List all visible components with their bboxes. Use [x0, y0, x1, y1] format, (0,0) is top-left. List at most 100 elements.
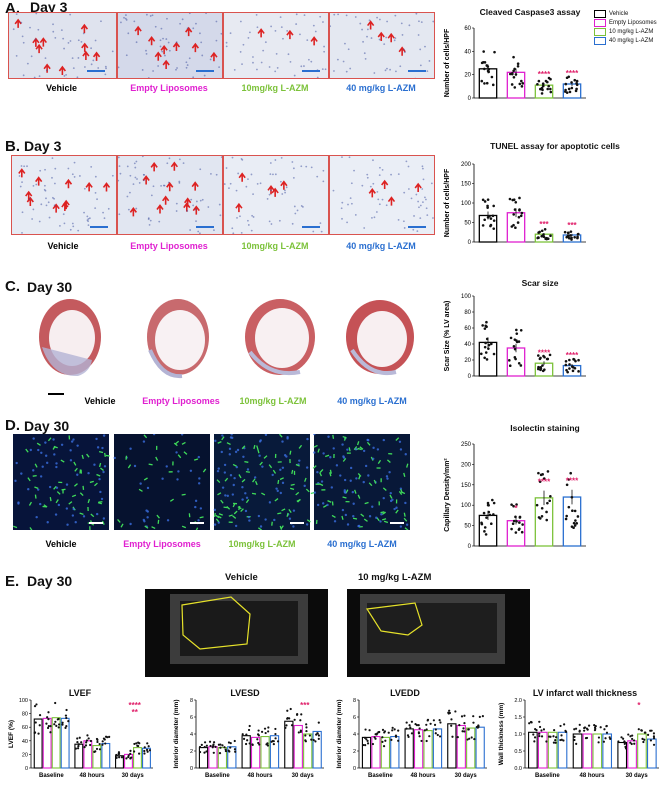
data-point	[246, 739, 249, 742]
x-tick-label: 30 days	[292, 773, 315, 779]
nucleus-dot	[376, 448, 380, 451]
nucleus-dot	[201, 198, 204, 201]
capillary-mark	[94, 482, 98, 487]
data-point	[57, 717, 60, 721]
y-tick-label: 2	[353, 749, 356, 755]
nucleus-dot	[20, 472, 23, 475]
nucleus-dot	[281, 466, 285, 469]
data-point	[229, 742, 232, 745]
data-point	[438, 735, 442, 738]
heart-40	[346, 300, 414, 375]
arrow-marker	[85, 182, 93, 192]
data-point	[54, 720, 57, 723]
capillary-mark	[220, 499, 224, 504]
capillary-mark	[60, 459, 65, 463]
data-point	[575, 742, 578, 745]
nucleus-dot	[417, 200, 420, 203]
data-point	[480, 352, 483, 356]
capillary-mark	[406, 463, 409, 468]
data-point	[77, 745, 80, 748]
capillary-mark	[329, 472, 332, 477]
capillary-mark	[97, 501, 103, 505]
nucleus-dot	[346, 523, 350, 526]
nucleus-dot	[133, 162, 136, 165]
y-tick-label: 40	[464, 49, 471, 55]
bar	[557, 731, 568, 769]
capillary-mark	[175, 440, 180, 445]
y-tick-label: 4	[190, 732, 193, 738]
data-point	[510, 527, 513, 531]
nucleus-dot	[207, 206, 210, 208]
data-point	[508, 364, 512, 368]
data-point	[562, 739, 565, 742]
nucleus-dot	[175, 210, 178, 212]
data-point	[631, 734, 634, 737]
nucleus-dot	[38, 75, 41, 77]
data-point	[649, 729, 652, 732]
nucleus-dot	[284, 189, 286, 192]
nucleus-dot	[256, 26, 259, 29]
data-point	[65, 716, 68, 720]
data-point	[564, 360, 568, 363]
nucleus-dot	[134, 176, 137, 179]
echo-label-vehicle: Vehicle	[225, 572, 258, 583]
bar	[361, 736, 372, 769]
nucleus-dot	[234, 524, 238, 528]
nucleus-dot	[407, 165, 410, 168]
y-tick-label: 8	[190, 698, 193, 704]
data-point	[540, 234, 544, 238]
scale-bar	[302, 226, 320, 228]
nucleus-dot	[51, 176, 53, 179]
nucleus-dot	[349, 466, 353, 470]
data-point	[604, 737, 607, 740]
panel-e-letter: E.	[5, 573, 20, 590]
capillary-mark	[87, 498, 91, 504]
nucleus-dot	[65, 507, 69, 510]
nucleus-dot	[132, 183, 135, 186]
data-point	[536, 236, 539, 240]
data-point	[492, 227, 496, 230]
data-point	[117, 752, 121, 755]
nucleus-dot	[179, 22, 182, 25]
scale-bar	[190, 522, 204, 524]
nucleus-dot	[389, 499, 393, 503]
nucleus-dot	[27, 487, 30, 491]
data-point	[125, 757, 128, 760]
data-point	[234, 750, 237, 753]
data-point	[143, 752, 146, 755]
data-point	[214, 745, 217, 748]
nucleus-dot	[73, 176, 76, 178]
nucleus-dot	[275, 52, 278, 55]
data-point	[637, 728, 640, 731]
nucleus-dot	[205, 13, 207, 15]
nucleus-dot	[167, 181, 170, 184]
nucleus-dot	[71, 57, 74, 59]
caption-b-40: 40 mg/kg L-AZM	[346, 241, 416, 251]
nucleus-dot	[149, 219, 152, 222]
capillary-mark	[224, 477, 229, 482]
data-point	[84, 744, 88, 747]
data-point	[573, 509, 577, 513]
data-point	[485, 320, 488, 324]
nucleus-dot	[235, 189, 238, 192]
nucleus-dot	[151, 14, 154, 17]
data-point	[515, 328, 518, 332]
data-point	[439, 721, 442, 724]
capillary-mark	[263, 455, 268, 459]
nucleus-dot	[300, 65, 303, 68]
data-point	[248, 742, 251, 745]
bar	[432, 728, 443, 769]
nucleus-dot	[422, 201, 424, 204]
panel-d-day: Day 30	[24, 418, 70, 434]
bar	[617, 741, 628, 769]
bar	[198, 747, 209, 769]
nucleus-dot	[45, 461, 49, 465]
micro-b-40	[329, 155, 435, 235]
data-point	[538, 480, 542, 483]
nucleus-dot	[147, 77, 150, 78]
data-point	[299, 719, 302, 722]
data-point	[64, 726, 67, 730]
nucleus-dot	[71, 173, 74, 176]
bar	[33, 718, 43, 769]
scale-bar	[89, 522, 103, 524]
